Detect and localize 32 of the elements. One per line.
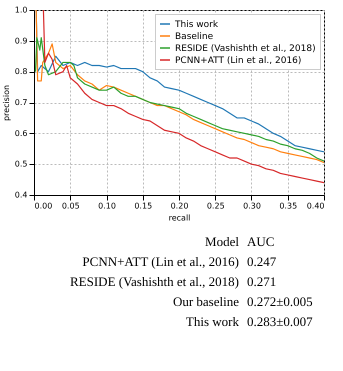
legend-label: Baseline [175, 32, 214, 42]
x-tick-label: 0.20 [170, 202, 188, 210]
y-tick-label: 0.7 [14, 98, 28, 107]
x-tick-label: 0.10 [98, 202, 116, 210]
text: This work [186, 314, 240, 329]
y-tick-label: 0.8 [14, 67, 28, 76]
text: 0.283±0.007 [247, 314, 314, 329]
legend-label: PCNN+ATT (Lin et al., 2016) [175, 56, 302, 66]
x-tick-label: 0.15 [134, 202, 152, 210]
legend-label: This work [174, 20, 219, 30]
x-tick-label: 0.30 [243, 202, 261, 210]
text: Our baseline [172, 294, 240, 309]
text: 0.247 [247, 254, 277, 269]
y-tick-label: 0.6 [14, 128, 28, 138]
x-tick-label: 0.35 [279, 202, 298, 210]
x-tick-label: 0.40 [306, 202, 324, 210]
y-axis-title: precision [2, 84, 11, 122]
y-tick-label: 0.9 [14, 36, 28, 46]
text: AUC [247, 234, 274, 249]
text: 0.272±0.005 [247, 294, 313, 309]
x-tick-label: 0.05 [62, 202, 80, 210]
text: PCNN+ATT (Lin et al., 2016) [82, 254, 239, 269]
x-tick-label: 0.25 [206, 202, 225, 210]
legend-label: RESIDE (Vashishth et al., 2018) [175, 44, 316, 54]
text: Model [205, 234, 240, 249]
y-tick-label: 0.5 [14, 160, 28, 169]
y-tick-label: 1.0 [14, 6, 28, 14]
x-axis-title: recall [168, 214, 190, 222]
text: 0.271 [247, 274, 276, 289]
x-tick-label: 0.00 [34, 202, 52, 210]
y-tick-label: 0.4 [14, 190, 28, 200]
text: RESIDE (Vashishth et al., 2018) [70, 274, 239, 289]
